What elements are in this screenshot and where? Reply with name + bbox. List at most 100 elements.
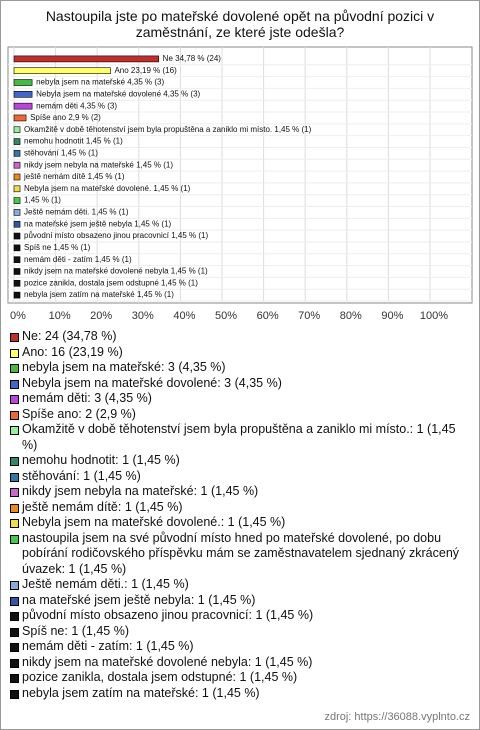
legend-item: Okamžitě v době těhotenství jsem byla pr… [10,422,465,453]
value-label: nikdy jsem nebyla na mateřské 1,45 % (1) [24,160,173,169]
legend-label: nebyla jsem zatím na mateřské: 1 (1,45 %… [22,685,260,700]
legend-label: nebyla jsem na mateřské: 3 (4,35 %) [22,360,226,374]
legend-item: Nebyla jsem na mateřské dovolené: 3 (4,3… [10,376,465,392]
plot-frame [7,46,473,304]
legend: Ne: 24 (34,78 %) Ano: 16 (23,19 %) nebyla … [10,329,465,701]
bar [13,209,21,216]
legend-swatch [10,348,19,358]
bar [13,291,21,299]
legend-item: nikdy jsem na mateřské dovolené nebyla: … [10,655,465,671]
bar [13,197,21,204]
legend-label: pozice zanikla, dostala jsem odstupné: 1… [22,670,298,684]
value-label: nikdy jsem na mateřské dovolené nebyla 1… [24,267,208,276]
value-label: Ano 23,19 % (16) [114,66,177,75]
bar [13,67,111,75]
legend-item: pozice zanikla, dostala jsem odstupné: 1… [10,670,465,686]
source: zdroj: https://36088.vyplnto.cz [324,711,470,723]
legend-item: na mateřské jsem ještě nebyla: 1 (1,45 %… [10,593,465,609]
legend-label: Spíš ne: 1 (1,45 %) [22,623,130,638]
x-tick-label: 90% [381,310,403,322]
legend-swatch [10,519,19,528]
x-tick-label: 60% [257,310,279,322]
value-label: nebyla jsem zatím na mateřské 1,45 % (1) [24,290,174,299]
legend-item: Nebyla jsem na mateřské dovolené.: 1 (1,… [10,515,465,531]
legend-swatch [10,596,19,606]
legend-label: Ne: 24 (34,78 %) [22,329,117,343]
legend-item: Spíše ano: 2 (2,9 %) [10,407,465,423]
legend-item: Spíš ne: 1 (1,45 %) [10,624,465,640]
legend-item: nebyla jsem zatím na mateřské: 1 (1,45 %… [10,686,465,702]
legend-item: Ne: 24 (34,78 %) [10,329,465,345]
value-label: nemohu hodnotit 1,45 % (1) [24,137,123,146]
legend-swatch [10,503,19,513]
x-tick-label: 40% [173,310,195,322]
legend-label: nemám děti - zatím: 1 (1,45 %) [22,639,194,653]
legend-swatch [10,643,19,652]
value-label: Nebyla jsem na mateřské dovolené. 1,45 %… [24,184,191,193]
bar [13,268,21,275]
legend-label: Nebyla jsem na mateřské dovolené.: 1 (1,… [22,515,286,529]
bar [13,138,21,145]
legend-swatch [10,488,19,497]
value-label: ještě nemám dítě 1,45 % (1) [23,172,125,181]
legend-item: nemohu hodnotit: 1 (1,45 %) [10,453,465,469]
legend-label: Okamžitě v době těhotenství jsem byla pr… [22,422,456,452]
value-label: Ne 34,78 % (24) [163,54,222,63]
legend-item: Ano: 16 (23,19 %) [10,345,465,361]
legend-swatch [10,426,19,435]
value-label: stěhování 1,45 % (1) [24,148,98,157]
bar [13,256,21,263]
value-label: nemám děti - zatím 1,45 % (1) [24,255,132,264]
legend-item: stěhování: 1 (1,45 %) [10,469,465,485]
bar [13,185,21,193]
legend-swatch [10,674,19,683]
legend-label: Nebyla jsem na mateřské dovolené: 3 (4,3… [22,375,282,390]
legend-swatch [10,689,19,699]
bar [13,161,21,169]
value-label: původní místo obsazeno jinou pracovnicí … [24,231,208,240]
value-label: nebyla jsem na mateřské 4,35 % (3) [36,78,164,87]
bar [13,232,21,240]
legend-swatch [10,658,19,668]
value-label: Ještě nemám děti. 1,45 % (1) [24,208,129,217]
legend-item: nemám děti: 3 (4,35 %) [10,391,465,407]
legend-label: nikdy jsem na mateřské dovolené nebyla: … [22,654,313,669]
legend-swatch [10,581,19,590]
bar [13,150,21,157]
bar [13,55,159,63]
x-tick-label: 10% [49,310,71,322]
x-tick-label: 0% [10,310,26,322]
value-label: pozice zanikla, dostala jsem odstupné 1,… [24,278,198,287]
legend-item: nebyla jsem na mateřské: 3 (4,35 %) [10,360,465,376]
legend-swatch [10,472,19,482]
legend-item: nikdy jsem nebyla na mateřské: 1 (1,45 %… [10,484,465,500]
value-label: 1,45 % (1) [24,196,61,205]
legend-swatch [10,612,19,621]
x-tick-label: 70% [298,310,320,322]
bar [13,79,33,86]
bar [13,102,33,110]
x-tick-label: 100% [420,310,448,322]
bar [13,279,21,287]
legend-swatch [10,457,19,466]
value-label: nemám děti 4,35 % (3) [36,101,117,110]
legend-label: stěhování: 1 (1,45 %) [22,468,141,483]
legend-label: Spíše ano: 2 (2,9 %) [22,406,136,421]
legend-swatch [10,333,19,342]
bar [13,244,21,252]
legend-label: Ještě nemám děti.: 1 (1,45 %) [22,577,189,591]
bar [13,220,21,228]
legend-item: původní místo obsazeno jinou pracovnicí:… [10,608,465,624]
legend-swatch [10,379,19,389]
legend-item: Ještě nemám děti.: 1 (1,45 %) [10,577,465,593]
x-tick-label: 80% [340,310,362,322]
legend-item: ještě nemám dítě: 1 (1,45 %) [10,500,465,516]
value-label: na mateřské jsem ještě nebyla 1,45 % (1) [24,219,172,228]
legend-item: nastoupila jsem na své původní místo hne… [10,531,465,578]
bar [13,173,21,181]
legend-label: nemohu hodnotit: 1 (1,45 %) [22,453,180,467]
legend-label: nastoupila jsem na své původní místo hne… [22,530,460,576]
value-label: Nebyla jsem na mateřské dovolené 4,35 % … [36,89,200,98]
legend-swatch [10,364,19,373]
bar [13,91,33,98]
